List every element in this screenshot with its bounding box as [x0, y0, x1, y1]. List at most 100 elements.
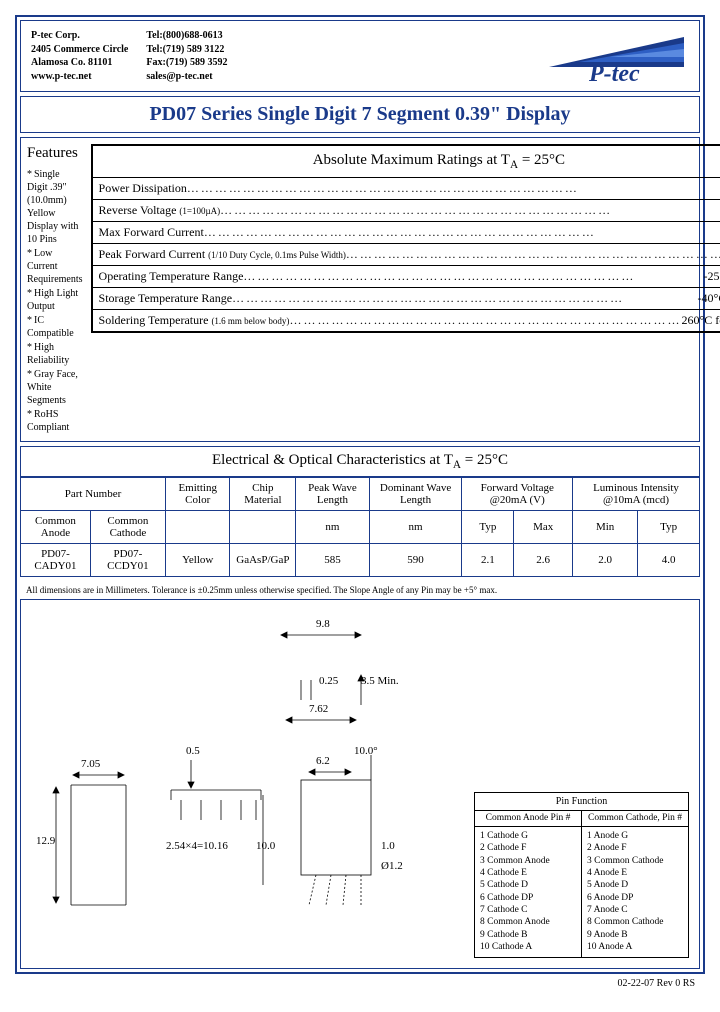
pin-entry: 9 Cathode B: [480, 929, 576, 941]
company-tel2: Tel:(719) 589 3122: [146, 43, 227, 57]
cell-color: Yellow: [165, 543, 230, 576]
col-typ2: Typ: [638, 510, 700, 543]
col-nm1: nm: [296, 510, 369, 543]
col-common-cathode: Common Cathode: [90, 510, 165, 543]
rating-dots: …………………………………………………………………………: [187, 181, 720, 196]
col-chip-mat: Chip Material: [230, 477, 296, 510]
dimension-drawing-icon: [31, 605, 471, 965]
pin-entry: 3 Common Cathode: [587, 855, 683, 867]
rating-label: Soldering Temperature (1.6 mm below body…: [99, 313, 290, 328]
cell-vtyp: 2.1: [462, 543, 514, 576]
pin-entry: 9 Anode B: [587, 929, 683, 941]
pin-entry: 7 Anode C: [587, 904, 683, 916]
ptec-logo-icon: P-tec: [519, 29, 689, 84]
col-peak-wave: Peak Wave Length: [296, 477, 369, 510]
col-dom-wave: Dominant Wave Length: [369, 477, 462, 510]
logo-text: P-tec: [588, 61, 640, 84]
rating-dots: …………………………………………………………………………: [243, 269, 703, 284]
rating-value: 260°C for 5 seconds: [681, 313, 720, 328]
rating-dots: …………………………………………………………………………: [204, 225, 720, 240]
cell-cathode: PD07-CCDY01: [90, 543, 165, 576]
col-fwd-v: Forward Voltage @20mA (V): [462, 477, 573, 510]
cell-vmax: 2.6: [514, 543, 573, 576]
ratings-title-post: = 25°C: [518, 152, 565, 168]
pin-entry: 5 Cathode D: [480, 879, 576, 891]
feature-item: High Reliability: [27, 341, 83, 367]
rating-label: Storage Temperature Range: [99, 291, 233, 306]
col-typ: Typ: [462, 510, 514, 543]
blank-cell: [165, 510, 230, 543]
datasheet-page: P-tec Corp. 2405 Commerce Circle Alamosa…: [15, 15, 705, 974]
blank-cell: [230, 510, 296, 543]
rating-label: Operating Temperature Range: [99, 269, 244, 284]
company-email: sales@p-tec.net: [146, 70, 227, 84]
pin-entry: 5 Anode D: [587, 879, 683, 891]
rating-dots: …………………………………………………………………………: [289, 313, 681, 328]
rating-label: Max Forward Current: [99, 225, 204, 240]
col-lum: Luminous Intensity @10mA (mcd): [573, 477, 700, 510]
rating-row: Storage Temperature Range…………………………………………: [93, 288, 720, 310]
col-emit-color: Emitting Color: [165, 477, 230, 510]
header-row: P-tec Corp. 2405 Commerce Circle Alamosa…: [20, 20, 700, 92]
company-tel1: Tel:(800)688-0613: [146, 29, 227, 43]
col-min: Min: [573, 510, 638, 543]
dim-top-gap: 6.2: [316, 755, 330, 767]
pin-anode-head: Common Anode Pin #: [475, 811, 581, 827]
rating-row: Operating Temperature Range……………………………………: [93, 266, 720, 288]
pin-entry: 4 Anode E: [587, 867, 683, 879]
rating-dots: …………………………………………………………………………: [346, 247, 720, 262]
dim-pitch-w: 7.62: [309, 703, 328, 715]
ratings-box: Absolute Maximum Ratings at TA = 25°C Po…: [91, 144, 720, 333]
dim-pitch-calc: 2.54×4=10.16: [166, 840, 228, 852]
dimension-footnote: All dimensions are in Millimeters. Toler…: [20, 581, 700, 599]
rating-value: -40°C to +100°C: [698, 291, 720, 306]
rating-label: Power Dissipation: [99, 181, 187, 196]
dim-depth: 10.0: [256, 840, 275, 852]
company-addr2: Alamosa Co. 81101: [31, 56, 128, 70]
pin-function-title: Pin Function: [475, 793, 688, 811]
pin-function-table: Pin Function Common Anode Pin # 1 Cathod…: [474, 792, 689, 957]
pin-entry: 4 Cathode E: [480, 867, 576, 879]
electrical-title: Electrical & Optical Characteristics at …: [20, 446, 700, 477]
revision-note: 02-22-07 Rev 0 RS: [15, 974, 705, 989]
pin-entry: 1 Anode G: [587, 830, 683, 842]
feature-item: RoHS Compliant: [27, 408, 83, 434]
page-title: PD07 Series Single Digit 7 Segment 0.39"…: [20, 96, 700, 133]
col-common-anode: Common Anode: [21, 510, 91, 543]
ratings-column: Absolute Maximum Ratings at TA = 25°C Po…: [91, 144, 720, 435]
dim-w-outer: 9.8: [316, 618, 330, 630]
feature-item: Low Current Requirements: [27, 247, 83, 286]
cell-dom: 590: [369, 543, 462, 576]
pin-entry: 2 Anode F: [587, 842, 683, 854]
rating-row: Power Dissipation………………………………………………………………: [93, 178, 720, 200]
rating-row: Peak Forward Current (1/10 Duty Cycle, 0…: [93, 244, 720, 266]
pin-entry: 10 Anode A: [587, 941, 683, 953]
rating-row: Max Forward Current…………………………………………………………: [93, 222, 720, 244]
pin-anode-column: Common Anode Pin # 1 Cathode G2 Cathode …: [475, 811, 582, 956]
elec-title-pre: Electrical & Optical Characteristics at …: [212, 452, 453, 468]
rating-value: -25°C to +85°C: [704, 269, 720, 284]
rating-dots: …………………………………………………………………………: [220, 203, 720, 218]
pin-cathode-head: Common Cathode, Pin #: [582, 811, 688, 827]
feature-item: Gray Face, White Segments: [27, 368, 83, 407]
ratings-title-sub: A: [510, 159, 518, 171]
dim-height: 12.9: [36, 835, 55, 847]
pin-entry: 8 Common Anode: [480, 916, 576, 928]
pin-entry: 3 Common Anode: [480, 855, 576, 867]
company-web: www.p-tec.net: [31, 70, 128, 84]
features-ratings-section: Features Single Digit .39" (10.0mm) Yell…: [20, 137, 700, 442]
elec-title-sub: A: [453, 459, 461, 471]
rating-row: Soldering Temperature (1.6 mm below body…: [93, 310, 720, 331]
pin-entry: 6 Anode DP: [587, 892, 683, 904]
feature-item: High Light Output: [27, 287, 83, 313]
features-list: Single Digit .39" (10.0mm) Yellow Displa…: [27, 168, 83, 434]
feature-item: Single Digit .39" (10.0mm) Yellow Displa…: [27, 168, 83, 246]
pin-cathode-column: Common Cathode, Pin # 1 Anode G2 Anode F…: [582, 811, 688, 956]
company-name: P-tec Corp.: [31, 29, 128, 43]
dim-pin-len: 1.0: [381, 840, 395, 852]
pin-entry: 8 Common Cathode: [587, 916, 683, 928]
cell-lmin: 2.0: [573, 543, 638, 576]
dim-lead-top: 0.25: [319, 675, 338, 687]
cell-chip: GaAsP/GaP: [230, 543, 296, 576]
dim-lead-min: 3.5 Min.: [361, 675, 399, 687]
